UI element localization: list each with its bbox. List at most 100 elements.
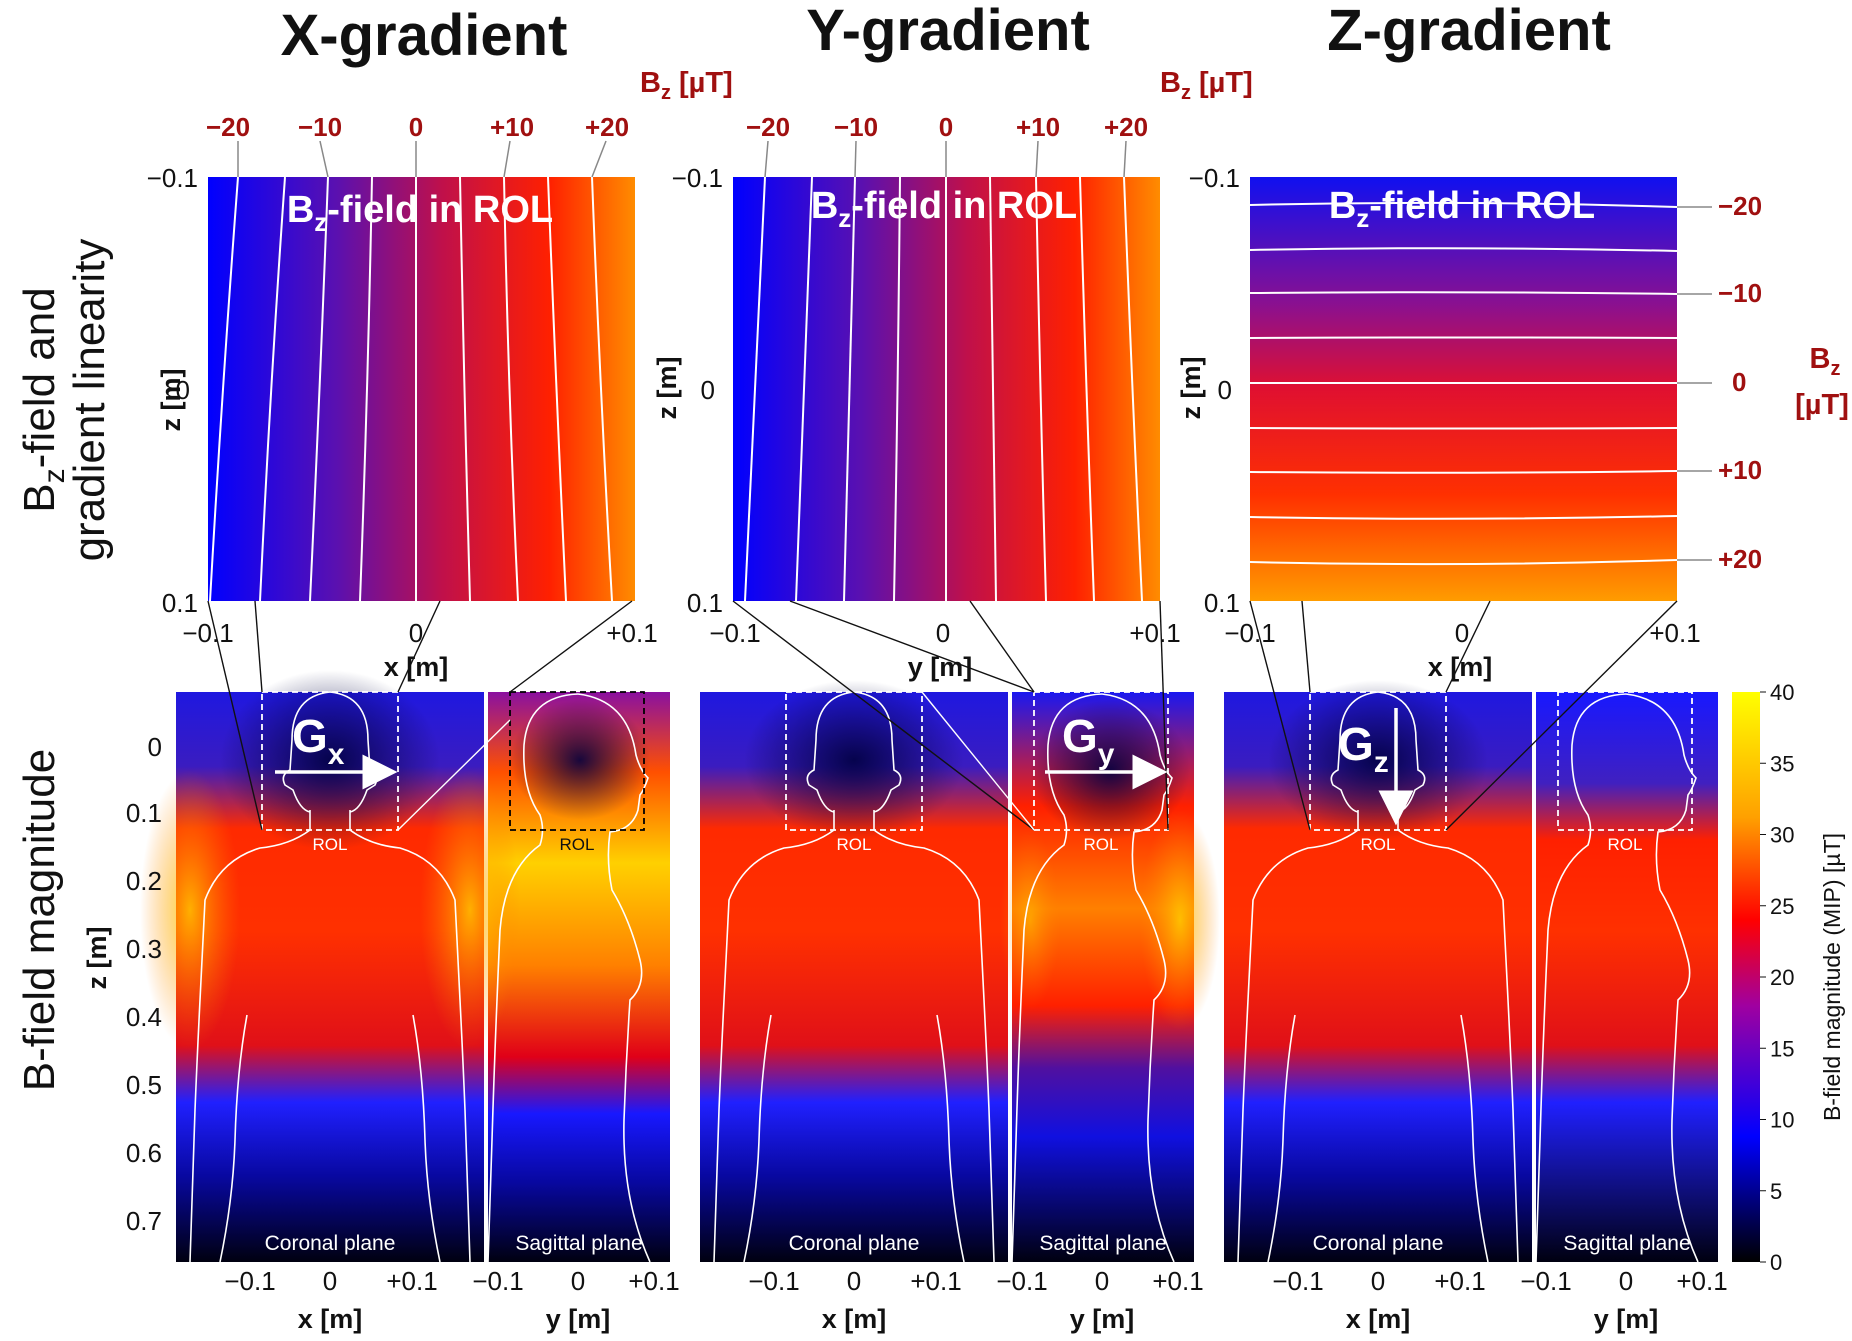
top-x-hlabel: x [m] <box>384 652 449 682</box>
row-label-top-line1: Bz-field and <box>15 287 71 512</box>
bottom-zlabel: z [m] <box>82 927 112 990</box>
colorbar-tick-label: 0 <box>1770 1250 1782 1275</box>
bh-s3-0: 0 <box>1619 1266 1633 1296</box>
bh-s1-m: −0.1 <box>472 1266 523 1296</box>
bz-unit-label-2: Bz [µT] <box>1160 67 1253 104</box>
contours-y <box>744 176 1143 602</box>
contour-label-x-m20: −20 <box>206 112 250 142</box>
contour-ticks-z <box>1677 206 1712 561</box>
bh-c1-p: +0.1 <box>386 1266 437 1296</box>
colorbar-tick-label: 10 <box>1770 1108 1794 1133</box>
top-z-ztick-01: 0.1 <box>1204 588 1240 618</box>
body-outlines <box>189 691 1699 1263</box>
colorbar-tick-label: 30 <box>1770 823 1794 848</box>
plane-label-coronal-3: Coronal plane <box>1313 1232 1444 1255</box>
plane-label-sagittal-1: Sagittal plane <box>515 1232 642 1255</box>
connector-lines <box>207 600 1678 831</box>
contours-z <box>1249 201 1678 566</box>
row-label-top-line2: gradient linearity <box>65 239 114 562</box>
bz-unit-side-label-2: [µT] <box>1795 389 1849 421</box>
contour-ticks-x <box>237 140 607 178</box>
top-z-hlabel: x [m] <box>1428 652 1493 682</box>
bz-tick-4: 0.4 <box>126 1002 162 1032</box>
top-y-htick-m01: −0.1 <box>709 618 760 648</box>
top-x-zlabel: z [m] <box>156 369 186 432</box>
rol-label-4: ROL <box>1084 835 1119 854</box>
rol-label-6: ROL <box>1608 835 1643 854</box>
top-z-htick-0: 0 <box>1455 618 1469 648</box>
colorbar-ticks: 0 5 10 15 20 25 30 35 40 <box>1760 680 1794 1275</box>
rol-label-5: ROL <box>1361 835 1396 854</box>
plane-label-coronal-2: Coronal plane <box>789 1232 920 1255</box>
bz-tick-2: 0.2 <box>126 866 162 896</box>
bh-c1-0: 0 <box>323 1266 337 1296</box>
coronal-outline-x <box>189 691 471 1263</box>
top-x-htick-0: 0 <box>409 618 423 648</box>
bh-c2-0: 0 <box>847 1266 861 1296</box>
top-x-ztick-01: 0.1 <box>162 588 198 618</box>
gradient-label-z: Gz <box>1338 718 1389 779</box>
contour-label-z-m10: −10 <box>1718 278 1762 308</box>
contour-label-z-p20: +20 <box>1718 544 1762 574</box>
bz-panel-label-z: Bz-field in ROL <box>1329 185 1595 233</box>
contours-x <box>209 176 613 602</box>
sagittal-outline-z <box>1535 693 1699 1263</box>
connector-lines-white <box>397 691 1035 831</box>
contour-label-x-p10: +10 <box>490 112 534 142</box>
bottom-z-ticks: 0 0.1 0.2 0.3 0.4 0.5 0.6 0.7 <box>126 732 162 1236</box>
top-z-htick-p01: +0.1 <box>1649 618 1700 648</box>
rol-label-3: ROL <box>837 835 872 854</box>
contour-label-y-m20: −20 <box>746 112 790 142</box>
top-y-ztick-01: 0.1 <box>687 588 723 618</box>
bh-s2-p: +0.1 <box>1152 1266 1203 1296</box>
contour-label-z-m20: −20 <box>1718 191 1762 221</box>
bz-tick-7: 0.7 <box>126 1206 162 1236</box>
top-z-ztick-m01: −0.1 <box>1189 163 1240 193</box>
bz-tick-6: 0.6 <box>126 1138 162 1168</box>
top-z-htick-m01: −0.1 <box>1224 618 1275 648</box>
contour-label-x-m10: −10 <box>298 112 342 142</box>
row-label-bottom: B-field magnitude <box>15 749 64 1091</box>
top-x-ztick-m01: −0.1 <box>147 163 198 193</box>
gradient-label-y: Gy <box>1062 710 1115 771</box>
bottom-ylabel-2: y [m] <box>1070 1304 1135 1334</box>
top-y-htick-0: 0 <box>936 618 950 648</box>
bz-tick-3: 0.3 <box>126 934 162 964</box>
plane-label-sagittal-2: Sagittal plane <box>1039 1232 1166 1255</box>
bottom-xlabel-2: x [m] <box>822 1304 887 1334</box>
mag-sagittal-z <box>1536 692 1718 1262</box>
title-x-gradient: X-gradient <box>281 3 568 68</box>
contour-label-y-0: 0 <box>939 112 953 142</box>
bz-tick-5: 0.5 <box>126 1070 162 1100</box>
top-y-ztick-m01: −0.1 <box>672 163 723 193</box>
bh-c1-m: −0.1 <box>224 1266 275 1296</box>
plane-label-sagittal-3: Sagittal plane <box>1563 1232 1690 1255</box>
rol-boxes <box>261 691 1693 831</box>
bh-s1-0: 0 <box>571 1266 585 1296</box>
title-z-gradient: Z-gradient <box>1327 0 1611 63</box>
contour-label-y-m10: −10 <box>834 112 878 142</box>
colorbar-tick-label: 40 <box>1770 680 1794 705</box>
colorbar-tick-label: 35 <box>1770 751 1794 776</box>
bh-s2-m: −0.1 <box>996 1266 1047 1296</box>
bottom-h-ticks: −0.1 0 +0.1 −0.1 0 +0.1 −0.1 0 +0.1 −0.1… <box>224 1266 1727 1296</box>
bz-unit-label-1: Bz [µT] <box>640 67 733 104</box>
plane-label-coronal-1: Coronal plane <box>265 1232 396 1255</box>
contour-label-z-0: 0 <box>1732 367 1746 397</box>
top-y-zlabel: z [m] <box>652 357 682 420</box>
contour-label-z-p10: +10 <box>1718 455 1762 485</box>
field-shading <box>140 670 1488 1050</box>
contour-label-x-p20: +20 <box>585 112 629 142</box>
bh-s3-p: +0.1 <box>1676 1266 1727 1296</box>
title-y-gradient: Y-gradient <box>806 0 1090 63</box>
bh-c3-m: −0.1 <box>1272 1266 1323 1296</box>
contour-ticks-y <box>764 140 1127 178</box>
bh-s2-0: 0 <box>1095 1266 1109 1296</box>
contour-label-x-0: 0 <box>409 112 423 142</box>
top-z-zlabel: z [m] <box>1176 357 1206 420</box>
top-y-htick-p01: +0.1 <box>1129 618 1180 648</box>
bh-c2-p: +0.1 <box>910 1266 961 1296</box>
bz-tick-1: 0.1 <box>126 798 162 828</box>
top-x-htick-m01: −0.1 <box>182 618 233 648</box>
